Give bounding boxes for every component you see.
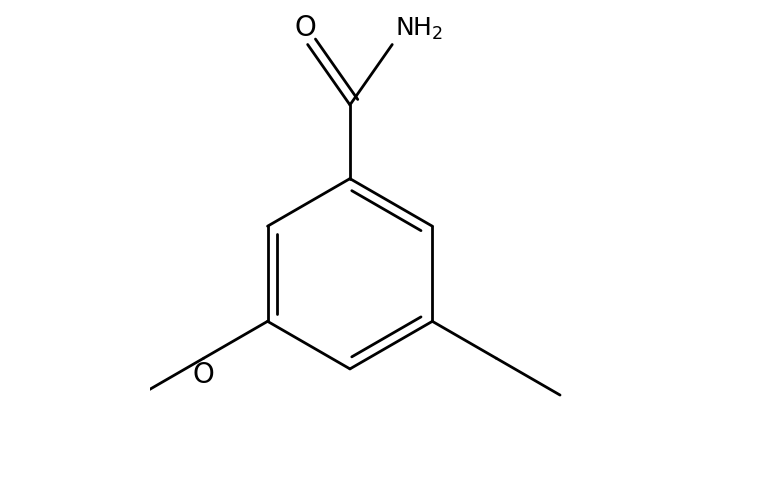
Text: O: O — [192, 361, 215, 389]
Text: NH$_2$: NH$_2$ — [395, 16, 443, 42]
Text: O: O — [294, 14, 316, 42]
